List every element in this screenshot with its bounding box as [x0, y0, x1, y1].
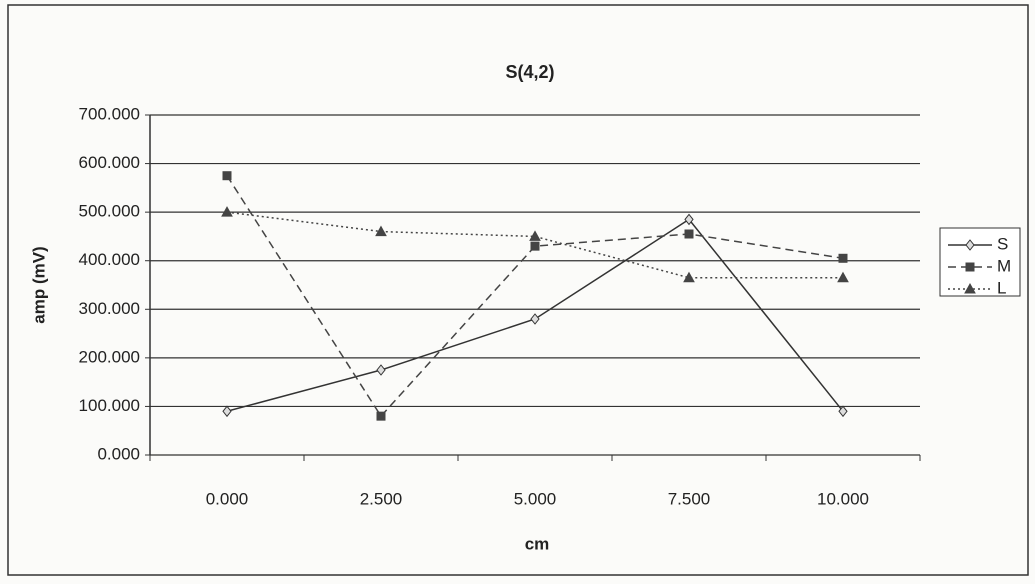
y-axis-label: amp (mV) [29, 246, 48, 323]
y-tick-label: 200.000 [79, 347, 140, 366]
x-tick-label: 0.000 [206, 489, 249, 508]
point [531, 242, 539, 250]
y-tick-label: 300.000 [79, 299, 140, 318]
point [838, 273, 848, 282]
y-tick-label: 500.000 [79, 202, 140, 221]
x-tick-label: 10.000 [817, 489, 869, 508]
point [223, 172, 231, 180]
x-tick-label: 5.000 [514, 489, 557, 508]
x-tick-label: 7.500 [668, 489, 711, 508]
x-tick-label: 2.500 [360, 489, 403, 508]
y-tick-label: 0.000 [97, 444, 140, 463]
point [839, 254, 847, 262]
point [377, 365, 385, 375]
chart-title: S(4,2) [505, 62, 554, 82]
y-tick-label: 100.000 [79, 396, 140, 415]
point [685, 230, 693, 238]
y-tick-label: 400.000 [79, 250, 140, 269]
legend-label: S [997, 234, 1008, 253]
legend-label: M [997, 256, 1011, 275]
legend-marker [966, 263, 974, 271]
point [223, 406, 231, 416]
y-tick-label: 600.000 [79, 153, 140, 172]
chart: S(4,2) amp (mV) cm 0.000 100.000 200.000 30… [0, 0, 1035, 584]
x-axis-label: cm [525, 534, 550, 553]
legend-label: L [997, 278, 1006, 297]
point [531, 314, 539, 324]
point [377, 412, 385, 420]
y-tick-label: 700.000 [79, 104, 140, 123]
